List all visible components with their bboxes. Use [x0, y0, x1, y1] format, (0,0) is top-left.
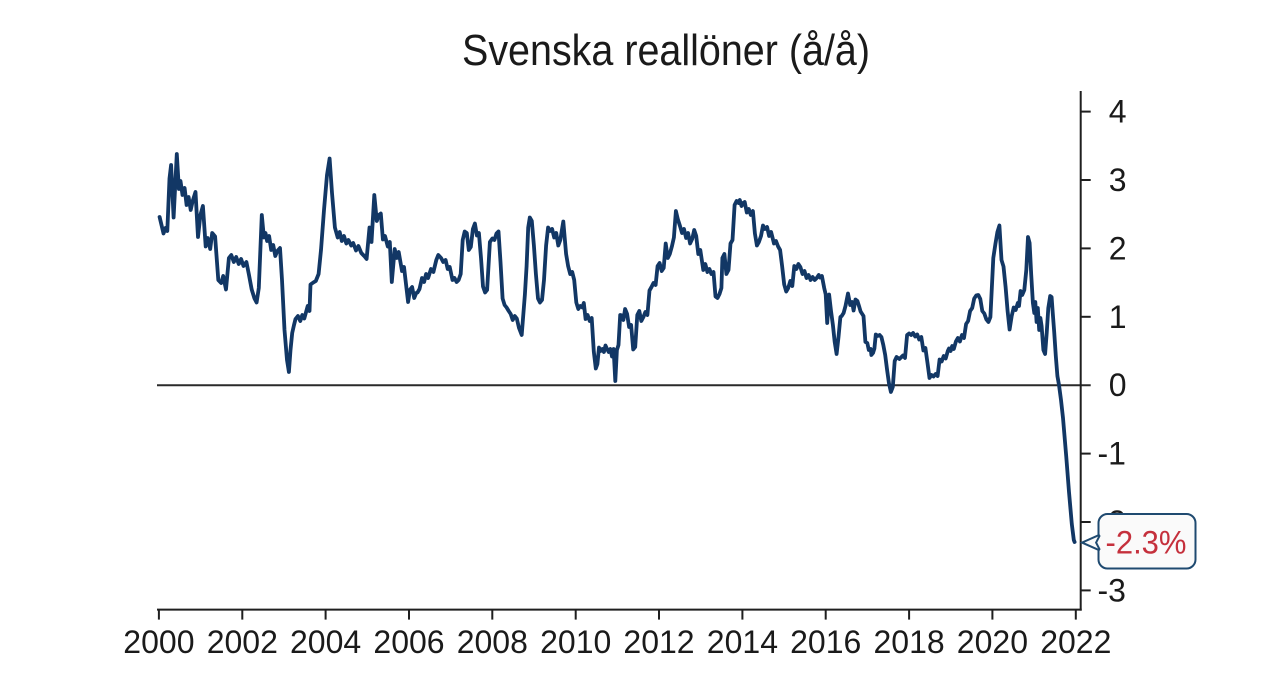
svg-text:2022: 2022 — [1040, 624, 1111, 660]
svg-text:2014: 2014 — [707, 624, 778, 660]
svg-text:2006: 2006 — [373, 624, 444, 660]
svg-text:2016: 2016 — [790, 624, 861, 660]
svg-text:1: 1 — [1109, 299, 1127, 335]
svg-text:2: 2 — [1109, 230, 1127, 266]
svg-text:4: 4 — [1109, 94, 1127, 130]
svg-text:2002: 2002 — [207, 624, 278, 660]
svg-text:-3: -3 — [1098, 572, 1126, 608]
svg-text:2004: 2004 — [290, 624, 361, 660]
svg-text:0: 0 — [1109, 367, 1127, 403]
svg-text:Svenska reallöner (å/å): Svenska reallöner (å/å) — [462, 26, 870, 75]
svg-text:2018: 2018 — [874, 624, 945, 660]
svg-text:-2.3%: -2.3% — [1106, 525, 1187, 561]
svg-text:2010: 2010 — [540, 624, 611, 660]
svg-text:2012: 2012 — [623, 624, 694, 660]
svg-text:3: 3 — [1109, 162, 1127, 198]
svg-text:2000: 2000 — [123, 624, 194, 660]
svg-text:2008: 2008 — [457, 624, 528, 660]
svg-text:-1: -1 — [1098, 436, 1126, 472]
svg-text:2020: 2020 — [957, 624, 1028, 660]
